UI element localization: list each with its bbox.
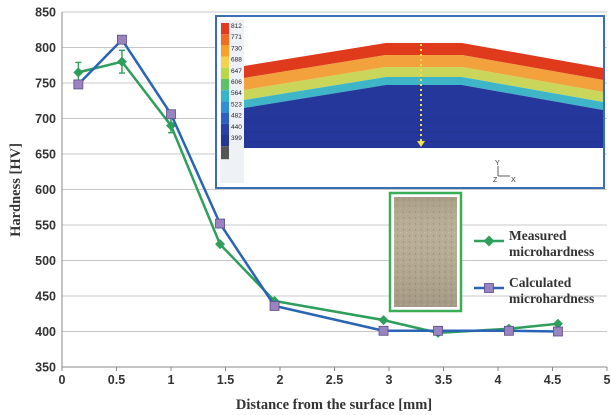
data-point — [117, 34, 127, 45]
y-tick-label: 800 — [35, 41, 56, 55]
data-point — [433, 325, 443, 336]
x-tick-label: 2 — [277, 373, 284, 387]
x-tick-label: 0.5 — [108, 373, 125, 387]
data-point — [553, 326, 563, 337]
x-tick-label: 2.5 — [326, 373, 343, 387]
x-tick-labels: 0 0.5 1 1.5 2 2.5 3 3.5 4 4.5 5 — [59, 373, 611, 387]
axis-x-label: X — [511, 177, 516, 184]
legend-item-calculated: Calculated microhardness — [474, 275, 594, 306]
legend-label-calculated-2: microhardness — [509, 291, 594, 306]
colorbar-tick-label: 771 — [231, 34, 242, 41]
colorbar: 812 771 730 688 647 606 564 523 482 440 399 — [221, 23, 242, 160]
y-tick-label: 500 — [35, 254, 56, 268]
x-axis-title: Distance from the surface [mm] — [236, 397, 432, 413]
series-calculated — [73, 34, 563, 337]
data-point — [552, 318, 563, 329]
colorbar-swatch — [221, 135, 229, 147]
legend-square-icon — [484, 283, 494, 293]
data-point — [269, 301, 280, 311]
y-tick-label: 450 — [35, 290, 56, 304]
colorbar-tick-label: 606 — [231, 79, 242, 86]
colorbar-tick-label: 482 — [231, 113, 242, 120]
x-tick-label: 3 — [386, 373, 393, 387]
colorbar-swatch — [221, 123, 229, 135]
colorbar-swatch — [221, 67, 229, 79]
colorbar-swatch — [221, 79, 229, 91]
data-point — [378, 325, 389, 336]
colorbar-tick-label: 440 — [231, 124, 242, 131]
data-point — [215, 239, 226, 250]
colorbar-tick-label: 688 — [231, 57, 242, 64]
colorbar-tick-label: 812 — [231, 23, 242, 30]
colorbar-swatch — [221, 45, 229, 57]
y-tick-label: 850 — [35, 6, 56, 20]
axis-y-label: Y — [495, 160, 500, 167]
x-tick-label: 1.5 — [217, 373, 234, 387]
simulation-inset: 812 771 730 688 647 606 564 523 482 440 399 Y Z X — [215, 15, 605, 189]
y-tick-label: 700 — [35, 112, 56, 126]
y-tick-label: 550 — [35, 219, 56, 233]
x-tick-label: 4 — [495, 373, 502, 387]
y-axis-title: Hardness [HV] — [8, 143, 24, 237]
x-tick-label: 4.5 — [544, 373, 561, 387]
x-tick-label: 5 — [604, 373, 611, 387]
colorbar-swatch — [221, 112, 229, 124]
legend: Measured microhardness Calculated microh… — [474, 228, 594, 306]
data-point — [503, 325, 514, 336]
y-tick-label: 350 — [35, 361, 56, 375]
data-point — [215, 218, 225, 229]
y-tick-label: 400 — [35, 325, 56, 339]
y-tick-labels: 350 400 450 500 550 600 650 700 750 800 850 — [35, 6, 56, 375]
plot-axes — [61, 12, 608, 371]
x-tick-label: 0 — [59, 373, 66, 387]
data-point — [166, 109, 176, 120]
legend-label-calculated-1: Calculated — [509, 275, 572, 290]
data-point — [73, 67, 84, 78]
colorbar-swatch — [221, 23, 229, 35]
hardness-contour — [244, 43, 603, 148]
data-point — [116, 56, 127, 67]
axis-z-label: Z — [493, 177, 498, 184]
colorbar-tick-label: 647 — [231, 68, 242, 75]
colorbar-swatch — [221, 101, 229, 113]
colorbar-tick-label: 523 — [231, 101, 242, 108]
legend-diamond-icon — [483, 235, 495, 247]
data-point — [166, 120, 176, 131]
legend-item-measured: Measured microhardness — [474, 228, 594, 259]
series-layer — [73, 34, 563, 338]
y-tick-label: 600 — [35, 183, 56, 197]
data-point — [378, 315, 389, 326]
colorbar-tick-label: 730 — [231, 45, 242, 52]
y-tick-label: 650 — [35, 148, 56, 162]
coordinate-triad: Y Z X — [493, 160, 516, 184]
colorbar-tick-label: 564 — [231, 90, 242, 97]
y-tick-label: 750 — [35, 77, 56, 91]
legend-label-measured-1: Measured — [509, 228, 567, 243]
colorbar-swatch — [221, 56, 229, 68]
x-tick-label: 1 — [168, 373, 175, 387]
data-point — [73, 79, 84, 90]
microstructure-photo — [388, 191, 463, 313]
colorbar-end — [221, 146, 229, 160]
colorbar-swatch — [221, 34, 229, 46]
colorbar-tick-label: 399 — [231, 135, 242, 142]
legend-label-measured-2: microhardness — [509, 244, 594, 259]
x-tick-label: 3.5 — [435, 373, 452, 387]
colorbar-swatch — [221, 90, 229, 102]
